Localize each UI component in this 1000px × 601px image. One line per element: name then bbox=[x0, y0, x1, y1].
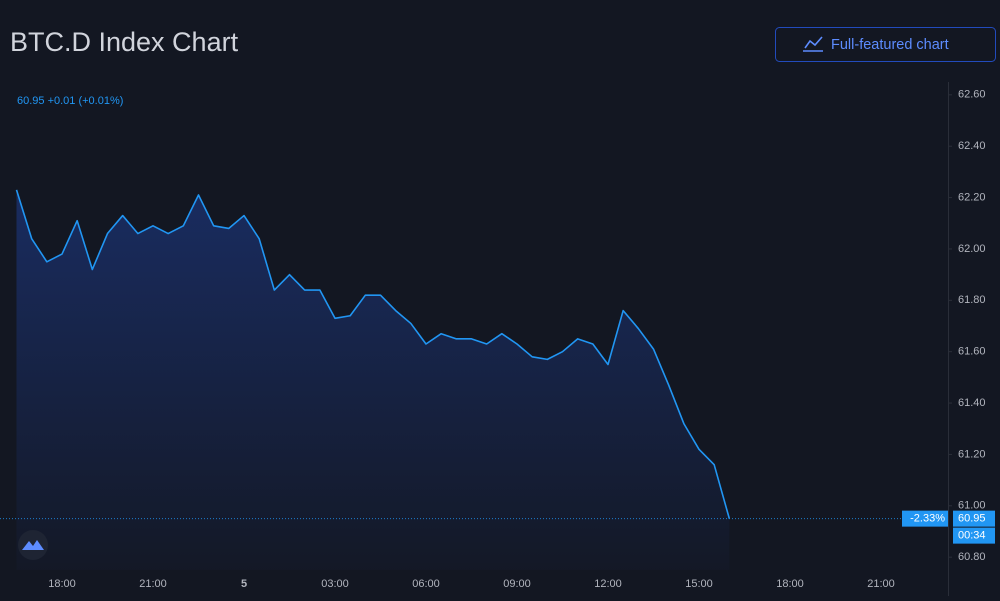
price-label: 60.95 bbox=[958, 513, 986, 525]
price-badge bbox=[953, 510, 995, 527]
x-tick-label: 21:00 bbox=[139, 578, 167, 590]
logo-icon bbox=[22, 540, 44, 550]
x-tick-label: 18:00 bbox=[48, 578, 76, 590]
page-title: BTC.D Index Chart bbox=[10, 27, 239, 57]
logo[interactable] bbox=[18, 530, 48, 560]
y-tick-label: 62.20 bbox=[958, 191, 986, 203]
button-icon bbox=[803, 36, 823, 52]
change-badge bbox=[902, 510, 948, 527]
y-tick-label: 61.40 bbox=[958, 397, 986, 409]
countdown: 00:34 bbox=[958, 530, 986, 542]
x-tick-label: 15:00 bbox=[685, 578, 713, 590]
y-tick-label: 61.00 bbox=[958, 500, 986, 512]
line bbox=[15, 189, 731, 519]
x-tick-label: 18:00 bbox=[776, 578, 804, 590]
y-tick-label: 60.80 bbox=[958, 551, 986, 563]
legend: 60.95 +0.01 (+0.01%) bbox=[17, 95, 123, 107]
x-tick-label: 03:00 bbox=[321, 578, 349, 590]
change-label: -2.33% bbox=[910, 513, 945, 525]
y-tick-label: 61.80 bbox=[958, 294, 986, 306]
countdown-badge bbox=[953, 527, 995, 544]
y-tick-label: 62.40 bbox=[958, 140, 986, 152]
x-tick-label: 06:00 bbox=[412, 578, 440, 590]
area bbox=[16, 189, 730, 570]
x-tick-label: 09:00 bbox=[503, 578, 531, 590]
y-tick-label: 62.60 bbox=[958, 89, 986, 101]
button-frame[interactable] bbox=[775, 27, 996, 62]
x-tick-label: 5 bbox=[241, 578, 247, 590]
y-tick-label: 61.60 bbox=[958, 346, 986, 358]
x-tick-label: 21:00 bbox=[867, 578, 895, 590]
x-tick-label: 12:00 bbox=[594, 578, 622, 590]
button-label[interactable]: Full-featured chart bbox=[831, 37, 949, 53]
y-tick-label: 62.00 bbox=[958, 243, 986, 255]
y-tick-label: 61.20 bbox=[958, 448, 986, 460]
full-chart-button[interactable]: Full-featured chart bbox=[775, 27, 996, 62]
